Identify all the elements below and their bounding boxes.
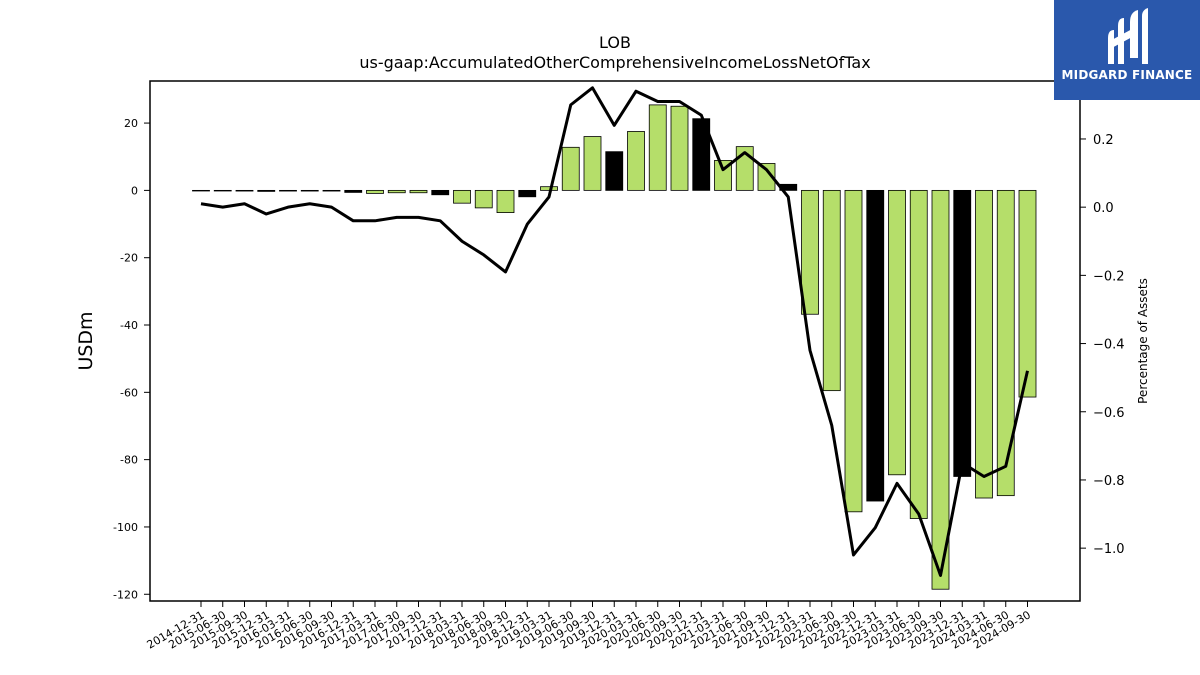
brand-logo: MIDGARD FINANCE [1054,0,1200,100]
y-axis-label: USDm [75,311,97,370]
y-tick-label: 20 [124,117,138,130]
y-tick-label: -40 [120,319,138,332]
bar [213,189,232,192]
bar-series [192,104,1037,590]
line-series [200,86,1029,577]
y2-tick-label: −0.8 [1093,474,1125,489]
bar [300,189,319,192]
y-tick-label: -100 [113,521,138,534]
bar [627,131,645,191]
bar [648,104,667,191]
midgard-logo-icon [1108,8,1148,64]
bar [605,151,624,191]
bar [387,189,406,194]
y-axis-right: 0.2 0.0 −0.2 −0.4 −0.6 −0.8 −1.0 [1080,133,1125,557]
bar [996,189,1015,497]
bar [409,189,428,194]
line-path [200,86,1029,577]
bar [257,189,276,192]
bar [431,189,450,196]
brand-name: MIDGARD FINANCE [1061,68,1193,82]
bar [583,136,602,191]
y-tick-label: -80 [120,454,138,467]
bar [279,189,297,192]
bar [866,189,885,502]
x-axis: 2014-12-312015-06-302015-09-302015-12-31… [145,601,1033,652]
bar [366,189,384,194]
chart-title: LOB [599,33,631,52]
y2-tick-label: 0.0 [1093,201,1114,216]
bar [931,189,950,590]
bar [844,189,863,513]
bar [975,189,993,499]
bar [518,189,537,198]
bar [953,189,972,477]
y2-tick-label: −0.6 [1093,406,1125,421]
bar [888,189,906,476]
bar [474,189,493,209]
y2-axis-label: Percentage of Assets [1136,278,1150,404]
bar [561,146,580,191]
bar [344,189,363,193]
y-tick-label: -60 [120,386,138,399]
y2-tick-label: −0.4 [1093,338,1125,353]
bar [540,186,558,191]
bar [822,189,841,392]
bar [322,189,341,192]
y2-tick-label: −0.2 [1093,269,1125,284]
plot-frame [149,80,1081,602]
y-tick-label: 0 [131,184,138,197]
y-axis-left: 20 0 -20 -40 -60 -80 -100 -120 [113,117,150,601]
bar [453,189,471,204]
bar [801,189,819,315]
y2-tick-label: 0.2 [1093,133,1114,148]
y-tick-label: -120 [113,588,138,601]
bar [670,105,689,191]
bar [1018,189,1037,398]
y-tick-label: -20 [120,252,138,265]
bar [757,163,776,191]
bar [235,189,254,192]
y2-tick-label: −1.0 [1093,542,1125,557]
bar [496,189,515,213]
chart-subtitle: us-gaap:AccumulatedOtherComprehensiveInc… [359,53,870,72]
bar [909,189,928,519]
bar [192,189,210,192]
